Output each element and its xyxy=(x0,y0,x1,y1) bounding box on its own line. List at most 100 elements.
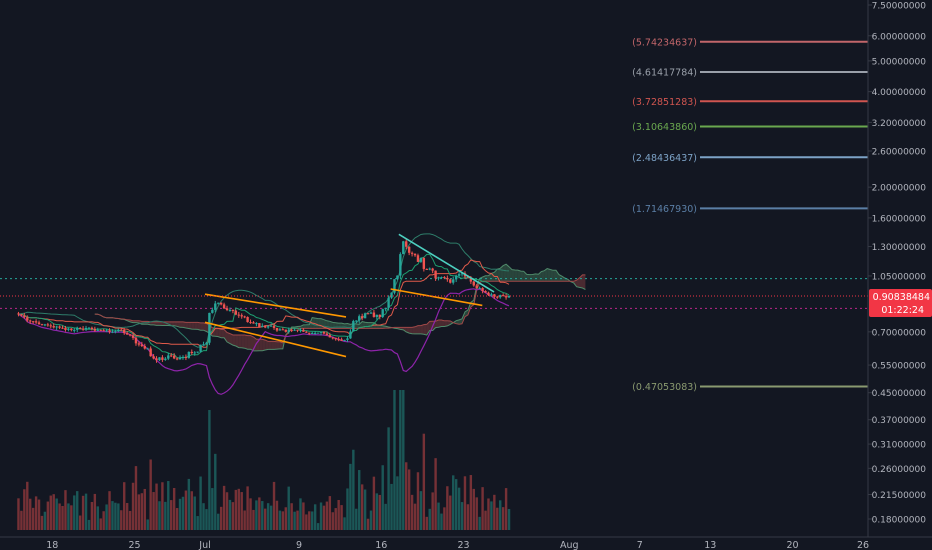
volume-bar xyxy=(187,478,191,530)
horizontal-levels[interactable]: (5.74234637) (4.61417784) (3.72851283) (3.1… xyxy=(632,37,868,393)
candle-body xyxy=(319,331,323,333)
cloud-segment xyxy=(159,321,163,326)
candle-body xyxy=(340,339,343,341)
candle-body xyxy=(170,355,173,357)
volume-bar xyxy=(87,519,91,530)
volume-bar xyxy=(120,510,123,530)
cloud-segment xyxy=(238,335,242,348)
time-tick-label: Aug xyxy=(560,540,579,550)
candle-body xyxy=(431,268,434,271)
volume-bar xyxy=(352,449,355,530)
volume-bar xyxy=(37,499,41,530)
candle-body xyxy=(202,344,205,346)
trendline-wedge-upper xyxy=(398,233,495,293)
candle-body xyxy=(152,356,155,359)
price-tick-label: 0.18000000 xyxy=(872,516,927,526)
volume-bar xyxy=(290,503,293,530)
volume-bar xyxy=(219,506,223,530)
candle-body xyxy=(131,335,135,338)
trendline-channel-upper xyxy=(204,293,347,318)
volume-bar xyxy=(499,500,502,530)
cloud-segment xyxy=(365,322,369,329)
candles-layer[interactable] xyxy=(17,239,511,363)
candle-body xyxy=(52,326,55,328)
volume-bar xyxy=(261,501,264,530)
volume-bar xyxy=(146,519,149,530)
volume-bar xyxy=(313,504,317,530)
candle-body xyxy=(475,285,478,289)
candle-body xyxy=(123,329,126,333)
volume-bar xyxy=(34,496,38,530)
volume-bar xyxy=(328,496,332,530)
candle-body xyxy=(114,331,117,333)
candle-body xyxy=(490,294,493,296)
candle-body xyxy=(46,324,50,326)
volume-bar xyxy=(70,505,73,530)
volume-bar xyxy=(84,493,88,530)
volume-bar xyxy=(322,505,326,530)
cloud-segment xyxy=(276,341,280,350)
cloud-segment xyxy=(250,335,254,351)
price-tick-label: 5.00000000 xyxy=(872,57,927,67)
volume-bar xyxy=(266,503,270,530)
candle-body xyxy=(64,327,67,330)
cloud-segment xyxy=(376,324,380,329)
candle-body xyxy=(37,322,41,325)
cloud-segment xyxy=(444,320,448,327)
volume-bar xyxy=(155,483,158,530)
volume-bar xyxy=(78,515,82,530)
candle-body xyxy=(190,351,193,354)
volume-bar xyxy=(96,506,99,530)
volume-bar xyxy=(413,503,417,530)
volume-bar xyxy=(252,509,255,530)
volume-bar xyxy=(490,501,493,530)
cloud-segment xyxy=(182,321,186,328)
candle-body xyxy=(67,328,70,330)
volume-bar xyxy=(484,510,487,530)
price-tick-label: 7.50000000 xyxy=(872,2,927,12)
candle-body xyxy=(343,339,346,341)
volume-bar xyxy=(381,465,384,530)
price-tick-label: 0.31000000 xyxy=(872,441,927,451)
candle-body xyxy=(399,254,402,276)
cloud-segment xyxy=(526,274,530,282)
level-label: (0.47053083) xyxy=(632,382,697,393)
candle-body xyxy=(134,337,138,344)
candle-body xyxy=(457,274,461,276)
volume-bar xyxy=(396,476,399,530)
cloud-segment xyxy=(180,321,183,328)
candle-body xyxy=(199,344,202,352)
candle-body xyxy=(70,328,73,331)
candle-body xyxy=(125,332,129,335)
price-tick-label: 0.70000000 xyxy=(872,328,927,338)
volume-bar xyxy=(334,508,337,530)
candle-body xyxy=(231,309,235,311)
candle-body xyxy=(222,304,226,309)
trendline-wedge-lower xyxy=(390,288,483,307)
price-axis[interactable]: 7.50000000 6.00000000 5.00000000 4.00000000… xyxy=(867,0,927,537)
volume-bar xyxy=(481,487,484,530)
candle-body xyxy=(108,330,111,332)
candle-body xyxy=(325,333,329,336)
volume-bar xyxy=(422,433,426,530)
time-tick-label: 26 xyxy=(857,540,869,550)
volume-bar xyxy=(67,503,70,530)
volume-bar xyxy=(143,488,146,530)
cloud-segment xyxy=(506,264,510,282)
price-tick-label: 0.55000000 xyxy=(872,362,927,372)
volume-bar xyxy=(440,513,443,530)
volume-bar xyxy=(428,508,431,530)
time-axis[interactable]: 18 25 Jul 9 16 23 Aug 7 13 20 26 xyxy=(0,536,932,550)
candle-body xyxy=(390,292,393,298)
volume-bar xyxy=(73,495,76,530)
cloud-segment xyxy=(232,335,236,347)
cloud-segment xyxy=(171,321,175,326)
candle-body xyxy=(184,357,188,359)
candle-body xyxy=(240,315,243,317)
volume-bar xyxy=(108,491,111,530)
trendlines[interactable] xyxy=(204,233,495,358)
candle-body xyxy=(87,327,91,329)
volume-bar xyxy=(472,488,475,530)
volume-bar xyxy=(272,481,276,530)
